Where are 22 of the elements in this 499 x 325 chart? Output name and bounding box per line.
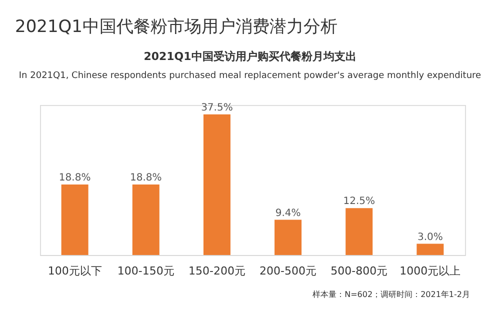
data-label: 37.5% (201, 102, 233, 114)
x-tick-label: 150-200元 (188, 264, 246, 278)
chart-subtitle: 2021Q1中国受访用户购买代餐粉月均支出 (144, 50, 356, 63)
bar (416, 244, 444, 255)
text: 样本量：N=602；调研时间：2021年1-2月 (312, 290, 470, 299)
x-tick-label: 500-800元 (330, 264, 388, 278)
bar (61, 184, 88, 255)
bar (346, 208, 373, 255)
bar (132, 184, 160, 255)
x-tick-label: 1000元以上 (400, 264, 461, 278)
bar (203, 114, 230, 255)
text: In 2021Q1, Chinese respondents purchased meal replacement powder's average monthly expenditure (18, 71, 482, 81)
x-tick-label: 100元以下 (48, 264, 102, 278)
x-tick-label: 100-150元 (117, 264, 174, 278)
data-label: 12.5% (343, 196, 375, 208)
data-label: 18.8% (130, 172, 162, 184)
x-tick-label: 200-500元 (260, 264, 317, 278)
chart-title: 2021Q1中国代餐粉市场用户消费潜力分析 (15, 17, 338, 37)
data-label: 18.8% (58, 172, 91, 184)
data-label: 3.0% (417, 232, 443, 243)
data-label: 9.4% (275, 208, 301, 219)
bar (274, 220, 302, 255)
